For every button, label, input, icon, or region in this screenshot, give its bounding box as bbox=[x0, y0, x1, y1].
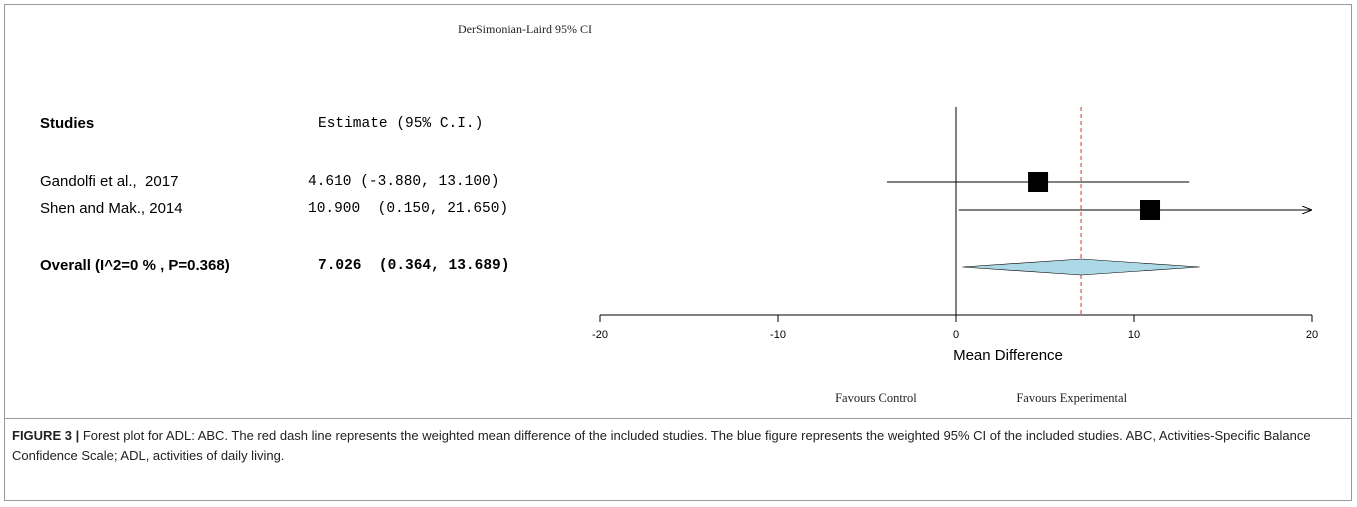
study-estimate-square bbox=[1140, 200, 1161, 220]
x-tick-label: -10 bbox=[770, 329, 786, 341]
x-axis-label: Mean Difference bbox=[953, 347, 1063, 364]
study-estimate: 10.900 (0.150, 21.650) bbox=[308, 201, 509, 217]
overall-diamond bbox=[962, 258, 1200, 276]
study-estimate: 4.610 (-3.880, 13.100) bbox=[308, 174, 500, 190]
figure-caption: FIGURE 3 | Forest plot for ADL: ABC. The… bbox=[12, 426, 1337, 466]
x-tick-label: 10 bbox=[1128, 329, 1140, 341]
forest-plot: -20 -10 0 10 20 Mean Difference Favours Cont… bbox=[592, 107, 1318, 405]
caption-label: FIGURE 3 | bbox=[12, 428, 80, 443]
x-tick-label: 0 bbox=[953, 329, 959, 341]
overall-estimate: 7.026 (0.364, 13.689) bbox=[318, 258, 510, 274]
study-name: Gandolfi et al., 2017 bbox=[40, 173, 179, 190]
caption-divider bbox=[4, 418, 1352, 419]
study-name: Shen and Mak., 2014 bbox=[40, 200, 183, 217]
study-estimate-square bbox=[1028, 172, 1049, 192]
favours-experimental-label: Favours Experimental bbox=[1016, 391, 1127, 405]
overall-label: Overall (I^2=0 % , P=0.368) bbox=[40, 257, 230, 274]
estimate-column-header: Estimate (95% C.I.) bbox=[318, 116, 484, 132]
favours-control-label: Favours Control bbox=[835, 391, 917, 405]
caption-text: Forest plot for ADL: ABC. The red dash l… bbox=[12, 428, 1311, 463]
x-tick-label: -20 bbox=[592, 329, 608, 341]
x-tick-label: 20 bbox=[1306, 329, 1318, 341]
plot-title: DerSimonian-Laird 95% CI bbox=[458, 22, 592, 36]
studies-column-header: Studies bbox=[40, 115, 95, 132]
